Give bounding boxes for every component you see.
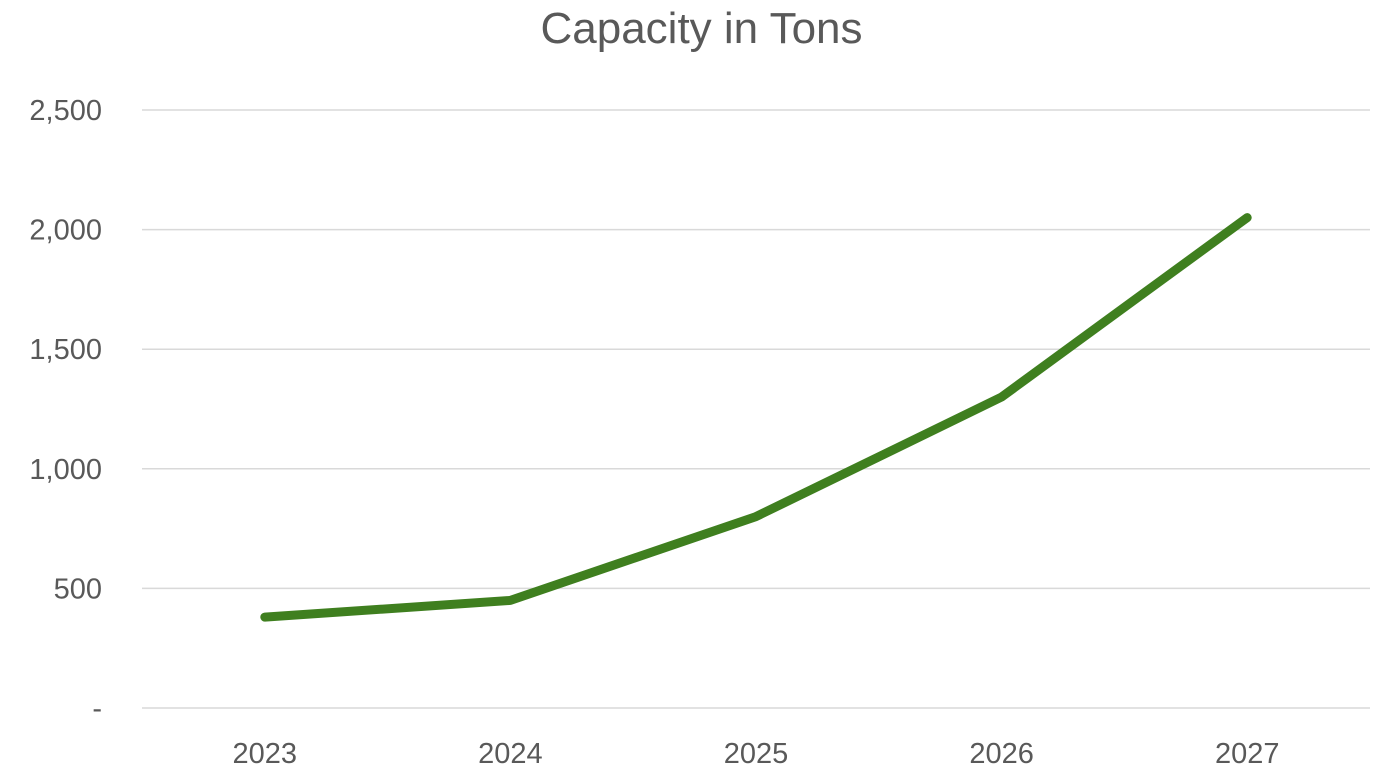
y-tick-label: - [92, 693, 102, 725]
chart-title: Capacity in Tons [540, 4, 863, 53]
x-axis-tick-labels: 2023 2024 2025 2026 2027 [233, 738, 1280, 770]
x-tick-label: 2024 [478, 738, 543, 770]
y-axis-tick-labels: - 500 1,000 1,500 2,000 2,500 [29, 95, 102, 725]
series-layer [260, 213, 1252, 622]
x-tick-label: 2025 [724, 738, 789, 770]
series-line-capacity [260, 213, 1252, 622]
y-tick-label: 500 [54, 573, 102, 605]
x-tick-label: 2027 [1215, 738, 1280, 770]
gridlines [142, 109, 1370, 709]
y-tick-label: 2,500 [29, 95, 102, 127]
x-tick-label: 2026 [969, 738, 1034, 770]
y-tick-label: 2,000 [29, 215, 102, 247]
y-tick-label: 1,000 [29, 454, 102, 486]
y-tick-label: 1,500 [29, 334, 102, 366]
x-tick-label: 2023 [233, 738, 298, 770]
